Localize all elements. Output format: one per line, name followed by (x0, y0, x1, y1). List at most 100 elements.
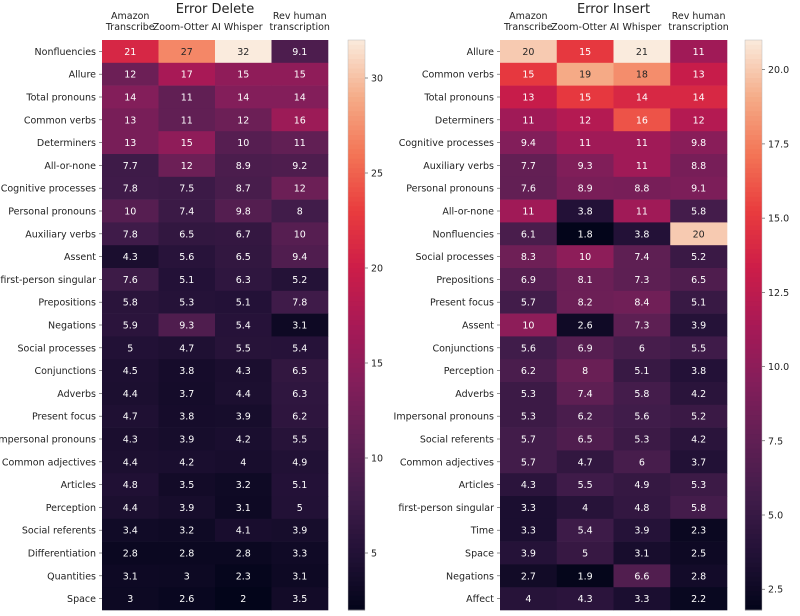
row-label-all-or-none: All-or-none (442, 207, 494, 218)
cell-articles-whisper (613, 473, 671, 497)
row-label-prepositions: Prepositions (38, 298, 96, 309)
row-label-allure: Allure (69, 70, 96, 81)
cell-value-label: 4.3 (578, 594, 593, 605)
cell-perception-zoom-otter-ai (158, 496, 216, 520)
column-header-rev-human-transcription: Rev human transcription (668, 11, 728, 33)
cell-adverbs-rev-human-transcription (271, 382, 329, 406)
cell-present-focus-zoom-otter-ai (158, 404, 216, 428)
cell-value-label: 11 (181, 115, 193, 126)
cell-value-label: 6.5 (691, 275, 706, 286)
cell-affect-whisper (613, 587, 671, 611)
colorbar-segment (745, 429, 762, 435)
cell-conjunctions-whisper (215, 359, 272, 383)
cell-value-label: 6.5 (236, 252, 251, 263)
colorbar-segment (348, 595, 365, 601)
cell-present-focus-rev-human-transcription (271, 404, 329, 428)
colorbar-segment (745, 348, 762, 354)
cell-value-label: 13 (124, 115, 136, 126)
chart-title: Error Insert (577, 2, 650, 17)
colorbar-segment (745, 491, 762, 497)
cell-articles-whisper (215, 473, 272, 497)
cell-value-label: 8.9 (578, 184, 593, 195)
colorbar-segment (745, 82, 762, 88)
column-header-rev-human-transcription: Rev human transcription (270, 11, 330, 33)
cell-value-label: 14 (636, 93, 648, 104)
colorbar-segment (745, 291, 762, 297)
colorbar-segment (745, 97, 762, 103)
cell-value-label: 4.3 (123, 252, 138, 263)
cell-value-label: 11 (294, 138, 306, 149)
colorbar-segment (745, 586, 762, 592)
colorbar-segment (348, 192, 365, 198)
cell-common-verbs-amazon-transcribe (102, 108, 159, 132)
cell-determiners-zoom-otter-ai (158, 131, 216, 155)
cell-prepositions-whisper (215, 290, 272, 314)
colorbar-tick-label: 25 (371, 169, 383, 180)
cell-auxiliary-verbs-whisper (613, 154, 671, 178)
cell-value-label: 9.3 (179, 321, 194, 332)
cell-articles-rev-human-transcription (670, 473, 728, 497)
row-label-all-or-none: All-or-none (44, 161, 96, 172)
cell-adverbs-rev-human-transcription (670, 382, 728, 406)
cell-value-label: 12 (294, 184, 306, 195)
cell-value-label: 3.8 (179, 412, 194, 423)
row-label-quantities: Quantities (47, 571, 96, 582)
colorbar-segment (745, 572, 762, 578)
colorbar-segment (745, 106, 762, 112)
cell-value-label: 5.5 (578, 480, 593, 491)
cell-assent-whisper (215, 245, 272, 269)
cell-value-label: 4 (240, 457, 246, 468)
colorbar-segment (745, 481, 762, 487)
cell-common-verbs-rev-human-transcription (271, 108, 329, 132)
colorbar-segment (348, 40, 365, 46)
colorbar-segment (745, 54, 762, 60)
colorbar-segment (348, 206, 365, 212)
cell-determiners-rev-human-transcription (271, 131, 329, 155)
cell-articles-amazon-transcribe (102, 473, 159, 497)
row-label-first-person-singular: first-person singular (398, 503, 494, 514)
colorbar-segment (745, 515, 762, 521)
colorbar-segment (348, 78, 365, 84)
colorbar-segment (348, 144, 365, 150)
cell-prepositions-rev-human-transcription (670, 268, 728, 292)
cell-quantities-whisper (215, 564, 272, 588)
colorbar-segment (348, 553, 365, 559)
colorbar-segment (745, 263, 762, 269)
colorbar-segment (348, 158, 365, 164)
colorbar-segment (348, 586, 365, 592)
cell-adverbs-whisper (215, 382, 272, 406)
cell-value-label: 4 (525, 594, 531, 605)
cell-first-person-singular-amazon-transcribe (102, 268, 159, 292)
cell-value-label: 11 (636, 138, 648, 149)
cell-social-processes-zoom-otter-ai (556, 245, 614, 269)
cell-value-label: 10 (522, 321, 534, 332)
cell-value-label: 8.2 (578, 298, 593, 309)
row-label-common-adjectives: Common adjectives (400, 457, 494, 468)
cell-all-or-none-amazon-transcribe (500, 199, 558, 223)
cell-value-label: 3.2 (236, 480, 251, 491)
cell-value-label: 5.5 (292, 435, 307, 446)
cell-time-zoom-otter-ai (556, 518, 614, 542)
cell-present-focus-amazon-transcribe (500, 290, 558, 314)
row-label-perception: Perception (444, 366, 494, 377)
colorbar-segment (745, 320, 762, 326)
colorbar-segment (745, 472, 762, 478)
colorbar-segment (348, 287, 365, 293)
colorbar-segment (745, 301, 762, 307)
colorbar-segment (745, 358, 762, 364)
colorbar-segment (745, 339, 762, 345)
colorbar-segment (348, 548, 365, 554)
cell-cognitive-processes-whisper (613, 131, 671, 155)
cell-articles-zoom-otter-ai (556, 473, 614, 497)
cell-value-label: 14 (693, 93, 705, 104)
cell-personal-pronouns-amazon-transcribe (500, 176, 558, 200)
colorbar-segment (348, 538, 365, 544)
cell-differentiation-whisper (215, 541, 272, 565)
colorbar-segment (745, 334, 762, 340)
colorbar-segment (348, 391, 365, 397)
cell-space-amazon-transcribe (102, 587, 159, 611)
colorbar-segment (348, 467, 365, 473)
cell-negations-whisper (215, 313, 272, 337)
colorbar-segment (348, 434, 365, 440)
